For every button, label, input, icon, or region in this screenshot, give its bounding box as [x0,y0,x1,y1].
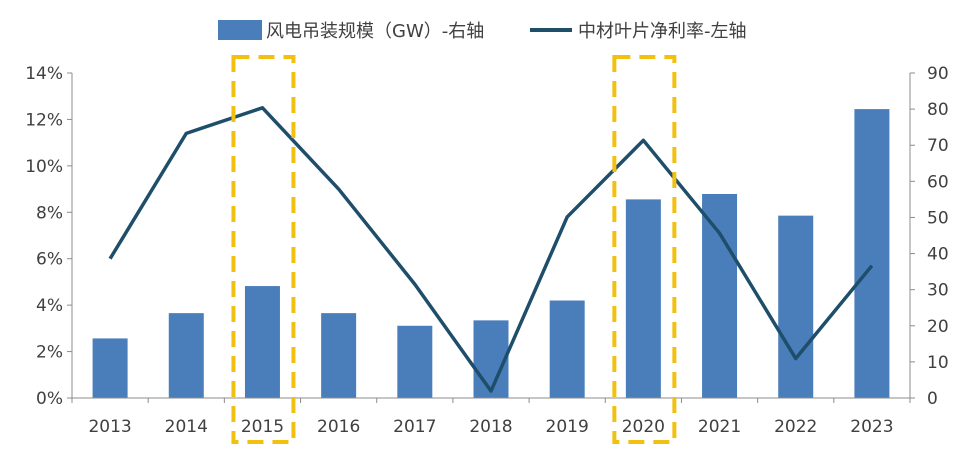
net-margin-line [108,106,874,393]
x-tick-label: 2013 [88,417,131,437]
bar-2013 [92,338,128,398]
legend-swatch-bar [218,20,262,40]
left-tick-label: 12% [25,110,63,130]
right-tick-label: 30 [927,281,949,301]
line-series [108,106,874,393]
axes: 0% 2% 4% 6% 8% 10% 12% 14% 0 10 20 30 40 50 60 70 80 90 20… [25,64,948,437]
legend: 风电吊装规模（GW）-右轴 中材叶片净利率-左轴 [218,20,747,42]
x-tick-label: 2016 [317,417,360,437]
highlight-box-2015 [231,55,296,444]
left-tick-label: 6% [36,250,63,270]
highlight-box-2020 [612,55,677,444]
x-tick-label: 2014 [165,417,208,437]
left-tick-label: 2% [36,343,63,363]
legend-label-line: 中材叶片净利率-左轴 [578,21,747,42]
right-tick-label: 50 [927,208,949,228]
left-tick-label: 10% [25,157,63,177]
right-tick-label: 80 [927,100,949,120]
right-tick-label: 70 [927,136,949,156]
right-tick-label: 90 [927,64,949,84]
bar-2014 [168,313,204,398]
bar-series [92,109,890,398]
bar-2017 [397,325,433,398]
bar-2016 [321,313,357,398]
x-tick-label: 2023 [850,417,893,437]
right-tick-label: 10 [927,353,949,373]
bar-2022 [778,215,814,398]
bar-2020 [625,199,661,398]
highlight-boxes [231,55,677,444]
right-tick-label: 60 [927,172,949,192]
x-tick-label: 2017 [393,417,436,437]
x-tick-label: 2022 [774,417,817,437]
bar-2015 [244,286,280,398]
left-tick-label: 4% [36,296,63,316]
right-tick-label: 20 [927,317,949,337]
bar-2019 [549,300,585,398]
left-tick-label: 0% [36,389,63,409]
x-tick-label: 2015 [241,417,284,437]
left-tick-label: 14% [25,64,63,84]
legend-label-bar: 风电吊装规模（GW）-右轴 [266,21,484,42]
bar-2023 [854,109,890,398]
right-tick-label: 40 [927,245,949,265]
x-tick-label: 2018 [469,417,512,437]
x-tick-label: 2021 [698,417,741,437]
left-tick-label: 8% [36,203,63,223]
bar-2018 [473,320,509,398]
right-tick-label: 0 [927,389,938,409]
x-tick-label: 2020 [622,417,665,437]
bar-2021 [702,193,738,398]
x-tick-label: 2019 [546,417,589,437]
